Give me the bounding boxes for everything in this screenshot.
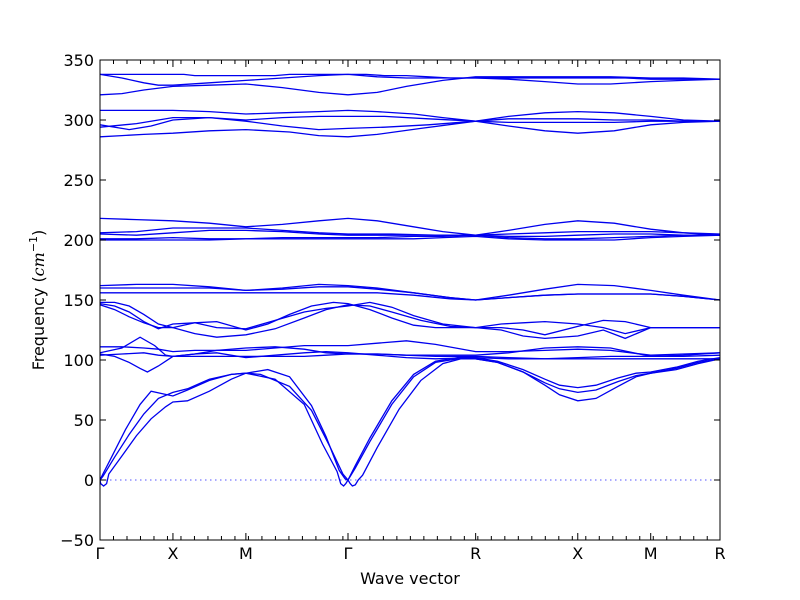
dispersion-branch-21 (100, 350, 720, 373)
dispersion-branch-10 (100, 229, 720, 238)
x-tick-label: R (470, 544, 481, 563)
dispersion-branch-18 (100, 304, 720, 340)
y-tick-label: 300 (63, 111, 94, 130)
dispersion-branch-7 (100, 120, 720, 138)
dispersion-branch-20 (100, 336, 720, 358)
x-tick-label: Γ (96, 544, 105, 563)
dispersion-branch-22 (100, 352, 720, 360)
dispersion-branch-27 (347, 358, 720, 481)
dispersion-branch-11 (100, 234, 720, 240)
dispersion-branch-1 (100, 73, 720, 80)
x-tick-label: Γ (344, 544, 353, 563)
y-tick-label: 0 (84, 471, 94, 490)
y-tick-label: 200 (63, 231, 94, 250)
dispersion-branch-25 (100, 368, 349, 487)
x-tick-label: M (644, 544, 658, 563)
dispersion-branch-24 (100, 372, 349, 481)
x-tick-label: R (714, 544, 725, 563)
dispersion-branch-12 (100, 234, 720, 241)
x-tick-label: X (167, 544, 178, 563)
y-tick-label: 100 (63, 351, 94, 370)
dispersion-branch-8 (100, 217, 720, 236)
dispersion-branch-28 (347, 356, 720, 481)
plot-area (100, 73, 720, 487)
y-tick-label: 350 (63, 51, 94, 70)
dispersion-branch-16 (100, 301, 720, 335)
y-tick-label: 50 (74, 411, 94, 430)
x-tick-label: X (572, 544, 583, 563)
y-axis-label: Frequency (cm−1) (27, 230, 48, 371)
y-axis-label-unit: cm (29, 252, 48, 276)
y-axis-label-exponent: −1 (27, 236, 40, 252)
y-tick-label: −50 (60, 531, 94, 550)
y-tick-label: 150 (63, 291, 94, 310)
dispersion-branch-4 (100, 109, 720, 122)
dispersion-branch-19 (100, 340, 720, 356)
dispersion-branch-3 (100, 76, 720, 96)
plot-frame (99, 59, 721, 541)
dispersion-branch-2 (100, 73, 720, 86)
y-tick-labels: −50 0 50 100 150 200 250 300 350 (60, 51, 94, 550)
dispersion-branch-23 (100, 372, 349, 487)
dispersion-branch-6 (100, 116, 720, 131)
y-axis-label-main: Frequency ( (29, 276, 48, 370)
y-tick-label: 250 (63, 171, 94, 190)
dispersion-branch-15 (100, 292, 720, 301)
x-axis-label: Wave vector (360, 569, 460, 588)
dispersion-branch-17 (100, 301, 720, 336)
x-tick-label: M (239, 544, 253, 563)
y-axis-label-close: ) (29, 230, 48, 236)
